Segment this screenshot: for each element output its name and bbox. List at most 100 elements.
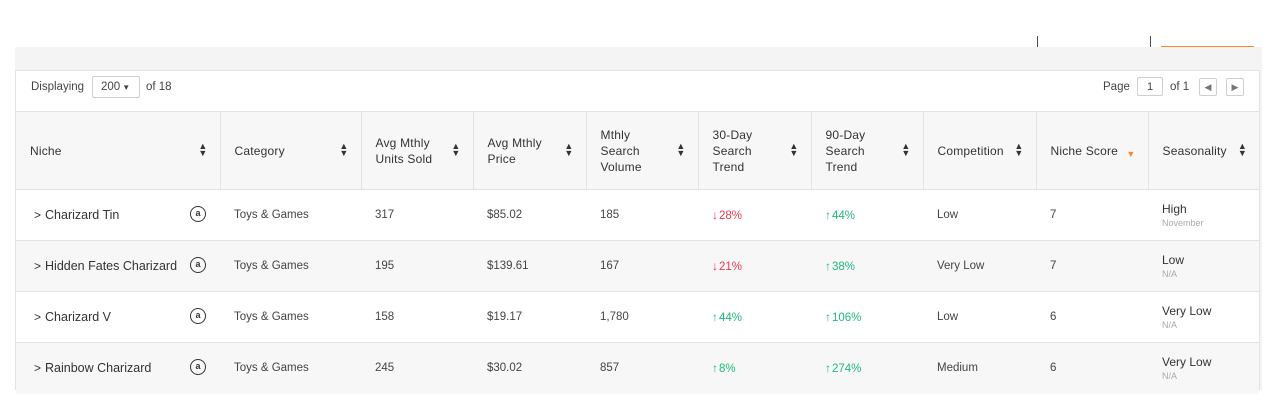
sort-icon[interactable]: ▲ ▼ (339, 141, 349, 158)
page-size-value: 200 (101, 81, 121, 93)
cell-niche[interactable]: > Rainbow Charizard a (16, 342, 220, 394)
cell-30-day-trend: ↑8% (698, 342, 811, 394)
cell-category: Toys & Games (220, 291, 361, 343)
sort-icon[interactable]: ▲ ▼ (564, 141, 574, 158)
seasonality-peak: November (1162, 218, 1204, 228)
seasonality-peak: N/A (1162, 320, 1178, 330)
cell-category: Toys & Games (220, 240, 361, 292)
column-header-search-volume[interactable]: Mthly Search Volume ▲ ▼ (586, 111, 699, 190)
cell-competition: Very Low (923, 240, 1036, 292)
amazon-icon[interactable]: a (190, 206, 206, 222)
cell-category: Toys & Games (220, 189, 361, 241)
column-header-niche[interactable]: Niche ▲ ▼ (16, 111, 221, 190)
page-number-input[interactable] (1137, 77, 1163, 96)
table-row[interactable]: > Hidden Fates Charizard a Toys & Games 195 $… (16, 240, 1259, 292)
sort-icon[interactable]: ▲ ▼ (901, 141, 911, 158)
arrow-up-icon: ↑ (712, 361, 718, 376)
niche-name: Rainbow Charizard (45, 361, 152, 376)
column-header-niche-score[interactable]: Niche Score ▼ (1036, 111, 1149, 190)
niche-table-card: Displaying 200▼ of 18 Page of 1 ◀ ▶ Nich… (15, 70, 1260, 394)
trend-value: ↑44% (712, 310, 743, 324)
cell-units-sold: 245 (361, 342, 473, 394)
cell-category: Toys & Games (220, 342, 361, 394)
chevron-right-icon[interactable]: > (34, 310, 42, 324)
chevron-right-icon[interactable]: > (34, 208, 42, 222)
next-page-button[interactable]: ▶ (1226, 78, 1244, 96)
trend-value: ↓28% (712, 208, 743, 222)
sort-icon[interactable]: ▲ ▼ (451, 141, 461, 158)
chevron-right-icon: ▶ (1231, 82, 1239, 92)
column-header-90-day-trend[interactable]: 90-Day Search Trend ▲ ▼ (811, 111, 924, 190)
displaying-label: Displaying (31, 81, 85, 93)
caret-down-icon: ▼ (122, 83, 131, 92)
sort-icon[interactable]: ▲ ▼ (789, 141, 799, 158)
cell-90-day-trend: ↑38% (811, 240, 923, 292)
page-count: of 1 (1170, 81, 1190, 93)
table-toolbar: Displaying 200▼ of 18 Page of 1 ◀ ▶ (16, 71, 1259, 111)
cell-price: $19.17 (473, 291, 586, 343)
column-header-category[interactable]: Category ▲ ▼ (220, 111, 362, 190)
prev-page-button[interactable]: ◀ (1199, 78, 1217, 96)
cell-competition: Medium (923, 342, 1036, 394)
cell-90-day-trend: ↑44% (811, 189, 923, 241)
cell-seasonality: Very Low N/A (1148, 342, 1259, 394)
cell-niche-score: 7 (1036, 189, 1148, 241)
seasonality-level: Very Low (1162, 355, 1212, 370)
seasonality-level: High (1162, 202, 1187, 216)
cell-niche[interactable]: > Charizard V a (16, 291, 220, 343)
trend-value: ↑38% (825, 259, 856, 273)
amazon-icon[interactable]: a (190, 308, 206, 324)
table-row[interactable]: > Charizard V a Toys & Games 158 $19.17 1,780 ↑… (16, 291, 1259, 343)
table-row[interactable]: > Rainbow Charizard a Toys & Games 245 $30.02… (16, 342, 1259, 394)
results-panel: Displaying 200▼ of 18 Page of 1 ◀ ▶ Nich… (15, 47, 1262, 394)
chevron-right-icon[interactable]: > (34, 259, 42, 273)
column-header-seasonality[interactable]: Seasonality ▲ ▼ (1148, 111, 1259, 190)
sort-icon[interactable]: ▲ ▼ (198, 141, 208, 158)
sort-icon[interactable]: ▲ ▼ (1014, 141, 1024, 158)
cell-90-day-trend: ↑274% (811, 342, 923, 394)
page-label: Page (1103, 81, 1130, 93)
niche-table: Niche ▲ ▼ Category ▲ ▼ Avg Mthly Units Sold ▲… (16, 111, 1259, 394)
cell-90-day-trend: ↑106% (811, 291, 923, 343)
cell-search-volume: 857 (586, 342, 698, 394)
cell-competition: Low (923, 291, 1036, 343)
amazon-icon[interactable]: a (190, 359, 206, 375)
column-header-competition[interactable]: Competition ▲ ▼ (923, 111, 1037, 190)
cell-search-volume: 167 (586, 240, 698, 292)
niche-name: Hidden Fates Charizard (45, 259, 178, 273)
arrow-up-icon: ↑ (825, 259, 831, 273)
sort-icon[interactable]: ▲ ▼ (1237, 141, 1247, 158)
column-header-price[interactable]: Avg Mthly Price ▲ ▼ (473, 111, 587, 190)
table-header-row: Niche ▲ ▼ Category ▲ ▼ Avg Mthly Units Sold ▲… (16, 111, 1259, 190)
top-action-bar (0, 0, 1274, 52)
cell-niche[interactable]: > Charizard Tin a (16, 189, 220, 241)
arrow-down-icon: ↓ (712, 208, 718, 222)
trend-value: ↑106% (825, 310, 862, 324)
page-size-select[interactable]: 200 ▼ (92, 76, 140, 98)
cell-price: $85.02 (473, 189, 586, 241)
sort-desc-icon[interactable]: ▼ (1126, 149, 1136, 159)
cell-niche-score: 6 (1036, 342, 1148, 394)
chevron-left-icon: ◀ (1204, 82, 1212, 92)
arrow-up-icon: ↑ (825, 208, 831, 222)
column-header-30-day-trend[interactable]: 30-Day Search Trend ▲ ▼ (698, 111, 812, 190)
arrow-up-icon: ↑ (825, 310, 831, 324)
cell-units-sold: 158 (361, 291, 473, 343)
niche-name: Charizard Tin (45, 208, 120, 222)
cell-units-sold: 317 (361, 189, 473, 241)
cell-seasonality: Low N/A (1148, 240, 1259, 292)
niche-name: Charizard V (45, 310, 112, 324)
cell-search-volume: 1,780 (586, 291, 698, 343)
cell-units-sold: 195 (361, 240, 473, 292)
arrow-down-icon: ↓ (712, 259, 718, 273)
cell-niche[interactable]: > Hidden Fates Charizard a (16, 240, 220, 292)
cell-price: $139.61 (473, 240, 586, 292)
column-header-units-sold[interactable]: Avg Mthly Units Sold ▲ ▼ (361, 111, 474, 190)
sort-icon[interactable]: ▲ ▼ (676, 141, 686, 158)
cell-competition: Low (923, 189, 1036, 241)
seasonality-level: Very Low (1162, 304, 1212, 318)
cell-30-day-trend: ↑44% (698, 291, 811, 343)
amazon-icon[interactable]: a (190, 257, 206, 273)
chevron-right-icon[interactable]: > (34, 361, 42, 376)
table-row[interactable]: > Charizard Tin a Toys & Games 317 $85.02 185 ↓… (16, 189, 1259, 241)
